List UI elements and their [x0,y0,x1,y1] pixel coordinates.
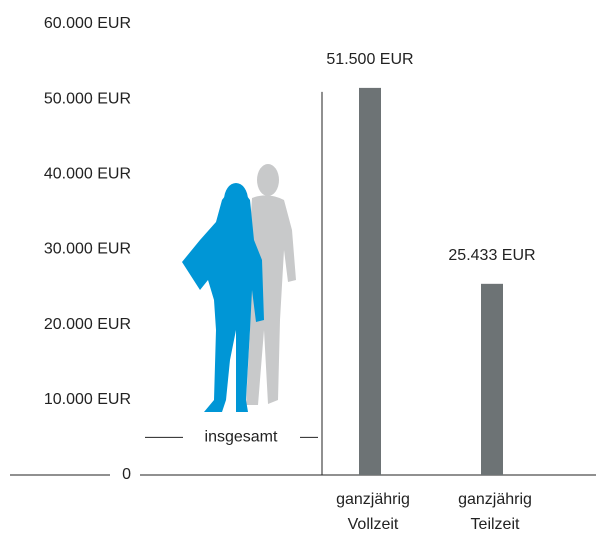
bar [359,87,381,476]
annotation-label: insgesamt [205,429,278,446]
man-silhouette [246,164,296,405]
x-tick-label: ganzjährig [336,491,410,508]
y-tick-label: 10.000 EUR [44,391,131,408]
y-tick-label: 20.000 EUR [44,316,131,333]
y-tick-label: 0 [122,466,131,483]
woman-silhouette [182,183,264,412]
y-tick-label: 60.000 EUR [44,15,131,32]
bar [481,283,503,475]
value-label: 51.500 EUR [326,51,413,68]
y-tick-label: 30.000 EUR [44,241,131,258]
x-tick-label: Teilzeit [471,516,520,533]
x-tick-label: Vollzeit [348,516,399,533]
y-tick-label: 40.000 EUR [44,166,131,183]
y-tick-label: 50.000 EUR [44,90,131,107]
x-tick-label: ganzjährig [458,491,532,508]
value-label: 25.433 EUR [448,247,535,264]
